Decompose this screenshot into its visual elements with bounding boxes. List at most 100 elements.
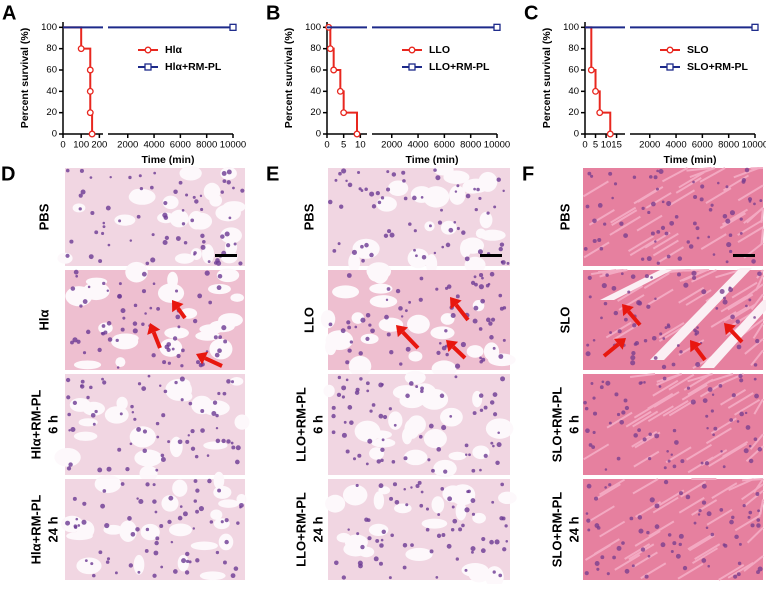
nucleus [687, 387, 690, 390]
nucleus [122, 317, 125, 320]
nucleus [471, 546, 476, 551]
nucleus [604, 486, 607, 489]
nucleus [746, 425, 751, 430]
nucleus [154, 551, 159, 556]
nucleus [367, 518, 371, 522]
nucleus [650, 276, 653, 279]
nucleus [375, 539, 379, 543]
nucleus [138, 499, 143, 504]
nucleus [753, 316, 756, 319]
nucleus [196, 360, 200, 364]
nucleus [719, 384, 723, 388]
nucleus [152, 499, 156, 503]
nucleus [447, 496, 452, 501]
nucleus [489, 335, 494, 340]
nucleus [623, 233, 628, 238]
nucleus [492, 445, 495, 448]
nucleus [756, 523, 760, 527]
nucleus [591, 382, 594, 385]
nucleus [160, 566, 163, 569]
nucleus [600, 385, 604, 389]
nucleus [592, 397, 595, 400]
nucleus [493, 347, 496, 350]
nucleus [108, 337, 113, 342]
nucleus [647, 256, 652, 261]
nucleus [715, 307, 718, 310]
nucleus [156, 436, 159, 439]
nucleus [159, 524, 163, 528]
nucleus [338, 172, 342, 176]
y-tick-label: 80 [568, 43, 579, 54]
nucleus [104, 523, 109, 528]
nucleus [495, 539, 500, 544]
nucleus [136, 497, 138, 499]
nucleus [341, 385, 346, 390]
nucleus [632, 564, 635, 567]
nucleus [465, 444, 469, 448]
nucleus [643, 437, 647, 441]
nucleus [180, 377, 185, 382]
nucleus [115, 571, 118, 574]
y-tick-label: 60 [46, 65, 57, 76]
micrograph [61, 472, 247, 580]
alveolus [105, 406, 129, 423]
nucleus [408, 301, 411, 304]
nucleus [162, 213, 167, 218]
nucleus [730, 210, 735, 215]
marker [87, 110, 93, 116]
alveolus [443, 171, 469, 184]
micrograph [583, 168, 763, 266]
nucleus [153, 282, 156, 285]
nucleus [701, 462, 704, 465]
nucleus [667, 325, 670, 328]
alveolus [478, 172, 497, 192]
nucleus [398, 306, 403, 311]
nucleus [197, 294, 202, 299]
nucleus [156, 307, 160, 311]
row-label: SLO+RM-PL [549, 387, 564, 463]
nucleus [419, 435, 423, 439]
nucleus [596, 568, 599, 571]
nucleus [366, 389, 369, 392]
alveolus [167, 272, 178, 289]
nucleus [443, 470, 447, 474]
nucleus [627, 291, 630, 294]
nucleus [165, 236, 169, 240]
nucleus [592, 218, 597, 223]
nucleus [200, 208, 203, 211]
nucleus [638, 529, 643, 534]
nucleus [589, 295, 592, 298]
nucleus [356, 484, 359, 487]
nucleus [643, 381, 646, 384]
nucleus [497, 442, 502, 447]
nucleus [440, 209, 443, 212]
nucleus [679, 534, 684, 539]
nucleus [505, 540, 508, 543]
panel-label: E [266, 163, 279, 185]
alveolus [480, 212, 493, 228]
nucleus [381, 383, 384, 386]
x-tick-label: 4000 [665, 140, 686, 151]
nucleus [185, 552, 189, 556]
nucleus [226, 379, 231, 384]
alveolus [175, 253, 194, 263]
nucleus [737, 345, 742, 350]
nucleus [70, 427, 75, 432]
nucleus [461, 342, 466, 347]
nucleus [739, 378, 743, 382]
nucleus [694, 522, 697, 525]
nucleus [118, 219, 121, 222]
step-line [63, 27, 92, 134]
row-label: LLO+RM-PL [293, 387, 308, 462]
nucleus [139, 174, 142, 177]
nucleus [593, 412, 597, 416]
nucleus [687, 240, 690, 243]
nucleus [595, 561, 600, 566]
nucleus [739, 412, 744, 417]
nucleus [107, 290, 109, 292]
nucleus [384, 315, 389, 320]
nucleus [156, 422, 159, 425]
nucleus [689, 244, 694, 249]
nucleus [583, 401, 587, 405]
alveolus [408, 351, 422, 361]
